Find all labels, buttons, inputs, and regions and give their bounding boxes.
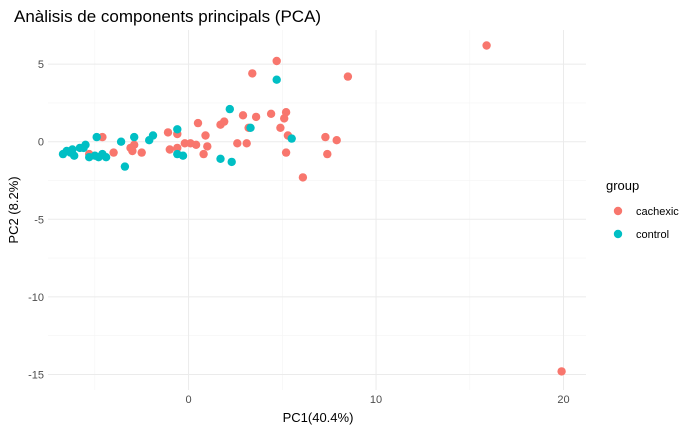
point-control [130,132,139,142]
point-control [272,75,281,84]
point-control [227,157,236,167]
point-control [246,123,255,132]
x-tick-label: 0 [186,394,192,406]
grid-lines [48,30,586,390]
x-tick-label: 10 [370,394,382,406]
point-cachexic [298,173,308,182]
point-cachexic [191,140,201,149]
point-cachexic [238,111,248,120]
legend: group cachexic control [606,178,679,241]
legend-label-cachexic: cachexic [636,206,679,218]
x-tick-label: 20 [557,394,569,406]
point-control [178,151,188,160]
point-cachexic [109,148,118,157]
point-cachexic [233,139,242,148]
point-control [79,143,88,153]
point-cachexic [266,109,276,119]
point-cachexic [199,149,208,159]
point-cachexic [557,367,566,376]
chart-title: Anàlisis de components principals (PCA) [14,7,321,26]
x-axis-label: PC1(40.4%) [283,410,354,425]
point-cachexic [251,112,261,122]
point-cachexic [201,131,210,140]
point-cachexic [323,149,332,159]
point-control [145,136,154,145]
legend-title: group [606,178,639,193]
point-cachexic [173,143,182,153]
y-tick-label: -10 [28,292,44,304]
point-cachexic [242,139,251,148]
point-cachexic [216,120,225,129]
point-cachexic [332,136,341,145]
point-control [287,134,296,143]
point-cachexic [248,69,257,78]
point-cachexic [281,148,291,157]
y-tick-label: 0 [38,137,44,149]
legend-key-control [613,229,623,239]
legend-label-control: control [636,229,669,241]
point-cachexic [343,72,353,81]
point-cachexic [193,118,203,128]
point-cachexic [321,132,330,142]
point-cachexic [272,56,281,66]
data-points [58,41,566,376]
point-control [58,149,68,159]
point-cachexic [128,146,137,156]
point-control [92,132,101,142]
point-cachexic [276,123,285,132]
point-control [120,162,130,171]
point-control [101,153,111,162]
point-cachexic [163,128,173,137]
y-tick-label: -15 [28,369,44,381]
point-cachexic [482,41,491,50]
point-control [216,154,225,163]
point-cachexic [180,139,189,148]
y-axis-label: PC2 (8.2%) [6,176,21,243]
y-tick-label: 5 [38,59,44,71]
point-control [70,151,79,160]
point-control [173,125,182,134]
point-control [225,104,234,114]
point-cachexic [137,148,146,157]
point-control [116,137,126,146]
tick-labels: 0 10 20 5 0 -5 -10 -15 [28,59,570,406]
y-tick-label: -5 [34,214,44,226]
legend-key-cachexic [613,206,623,216]
point-cachexic [165,145,174,154]
point-cachexic [280,114,289,123]
point-cachexic [203,142,212,151]
